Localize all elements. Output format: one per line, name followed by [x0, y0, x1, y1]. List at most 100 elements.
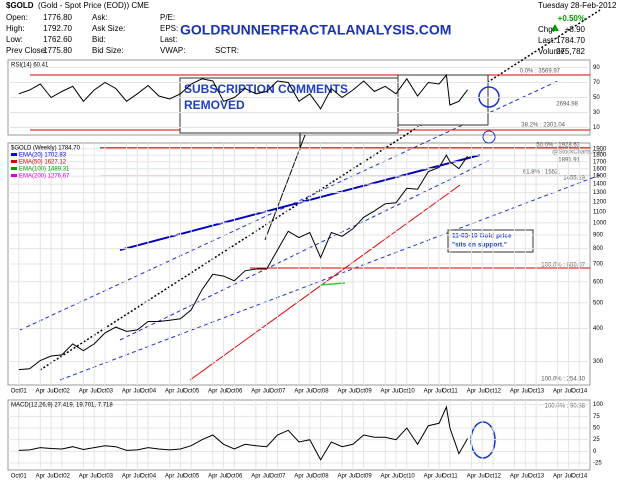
x-tick-label: Jul [349, 389, 357, 395]
field-label: EPS: [160, 24, 178, 33]
x-tick-label: Jul [90, 389, 98, 395]
fib-label: 61.8% : 1552. [523, 170, 560, 176]
x-tick-label: Jul [306, 389, 314, 395]
channel-bottom [59, 174, 601, 381]
x-tick-label: Jul [521, 389, 529, 395]
y-tick-label: 75 [593, 414, 600, 420]
x-tick-label: Apr [337, 474, 346, 480]
fib-label: 38.2% : 2301.04 [521, 123, 565, 129]
legend-entry: EMA(50) 1627.12 [19, 160, 67, 166]
field-value: 1776.80 [43, 13, 72, 22]
fib-label: 100.0% : 254.40 [541, 377, 585, 383]
x-tick-label: Jul [133, 474, 141, 480]
x-tick-label: Oct06 [226, 474, 243, 480]
field-label: P/E: [160, 13, 175, 22]
x-tick-label: Apr [36, 389, 45, 395]
x-tick-label: Jul [220, 389, 228, 395]
x-tick-label: Oct09 [356, 389, 373, 395]
field-label: Open: [6, 13, 28, 22]
up-arrow [551, 24, 559, 31]
y-tick-label: 10 [593, 125, 600, 131]
y-tick-label: 1000 [593, 220, 607, 226]
field-value: 1775.80 [43, 46, 72, 55]
y-tick-label: 1500 [593, 174, 607, 180]
circle [482, 130, 496, 144]
field-value: +8.90 [565, 25, 586, 34]
x-tick-label: Apr [294, 474, 303, 480]
x-tick-label: Oct04 [140, 389, 157, 395]
inset-box [397, 74, 489, 126]
x-tick-label: Apr [553, 474, 562, 480]
y-tick-label: 1400 [593, 182, 607, 188]
legend-entry: $GOLD (Weekly) 1784.70 [11, 146, 81, 152]
fib-label: 100.0% : 688.87 [541, 263, 585, 269]
comment-box-line1: SUBSCRIPTION COMMENTS [184, 82, 348, 96]
x-tick-label: Apr [337, 389, 346, 395]
x-tick-label: Oct13 [528, 389, 545, 395]
x-tick-label: Jul [565, 389, 573, 395]
pct-change: +0.50% [558, 14, 585, 23]
x-tick-label: Apr [510, 474, 519, 480]
legend-swatch [11, 153, 17, 156]
x-tick-label: Apr [251, 474, 260, 480]
x-tick-label: Oct02 [54, 389, 71, 395]
x-tick-label: Jul [177, 474, 185, 480]
y-tick-label: 50 [593, 95, 600, 101]
x-tick-label: Apr [467, 389, 476, 395]
x-tick-label: Jul [349, 474, 357, 480]
field-label: Bid: [92, 35, 106, 44]
field-label: Last: [160, 35, 177, 44]
y-tick-label: 700 [593, 262, 604, 268]
x-tick-label: Apr [510, 389, 519, 395]
x-tick-label: Jul [263, 389, 271, 395]
red-trendline [189, 184, 461, 381]
y-tick-label: 1900 [593, 146, 607, 152]
x-tick-label: Jul [392, 389, 400, 395]
x-tick-label: Apr [424, 389, 433, 395]
x-tick-label: Jul [478, 474, 486, 480]
field-value: 275,782 [556, 47, 585, 56]
field-label: Prev Close: [6, 46, 47, 55]
y-tick-label: 500 [593, 300, 604, 306]
x-tick-label: Apr [381, 389, 390, 395]
brand: @StockCharts.com [552, 150, 604, 156]
banner: GOLDRUNNERFRACTALANALYSIS.COM [180, 22, 451, 38]
x-tick-label: Apr [294, 389, 303, 395]
x-tick-label: Jul [565, 474, 573, 480]
y-tick-label: 90 [593, 65, 600, 71]
y-tick-label: 1300 [593, 190, 607, 196]
fib-label: 0.0% : 3569.97 [520, 69, 561, 75]
symbol-name: (Gold - Spot Price (EOD)) CME [38, 1, 149, 10]
x-tick-label: Jul [263, 474, 271, 480]
x-tick-label: Oct08 [313, 389, 330, 395]
x-tick-label: Oct10 [399, 389, 416, 395]
field-label: Volume: [538, 47, 567, 56]
fib-label: 2694.98 [556, 102, 578, 108]
x-tick-label: Oct03 [97, 474, 114, 480]
y-tick-label: 1700 [593, 159, 607, 165]
x-tick-label: Apr [165, 474, 174, 480]
x-tick-label: Oct13 [528, 474, 545, 480]
x-tick-label: Apr [122, 474, 131, 480]
y-tick-label: 1200 [593, 199, 607, 205]
legend-swatch [11, 174, 17, 177]
x-tick-label: Jul [435, 474, 443, 480]
x-tick-label: Apr [251, 389, 260, 395]
x-tick-label: Apr [122, 389, 131, 395]
field-label: Ask Size: [92, 24, 125, 33]
y-tick-label: 30 [593, 110, 600, 116]
panel-title: RSI(14) 60.41 [11, 63, 49, 69]
x-tick-label: Oct14 [571, 474, 588, 480]
panel-title: MACD(12,26,9) 27.419, 19.701, 7.718 [11, 403, 113, 409]
field-label: Low: [6, 35, 23, 44]
x-tick-label: Oct12 [485, 474, 502, 480]
field-label: High: [6, 24, 25, 33]
fib-label: 100.0% : 90.88 [545, 404, 586, 410]
x-tick-label: Apr [208, 474, 217, 480]
x-tick-label: Jul [133, 389, 141, 395]
x-tick-label: Apr [36, 474, 45, 480]
x-tick-label: Oct02 [54, 474, 71, 480]
field-label: Ask: [92, 13, 108, 22]
x-tick-label: Apr [79, 389, 88, 395]
